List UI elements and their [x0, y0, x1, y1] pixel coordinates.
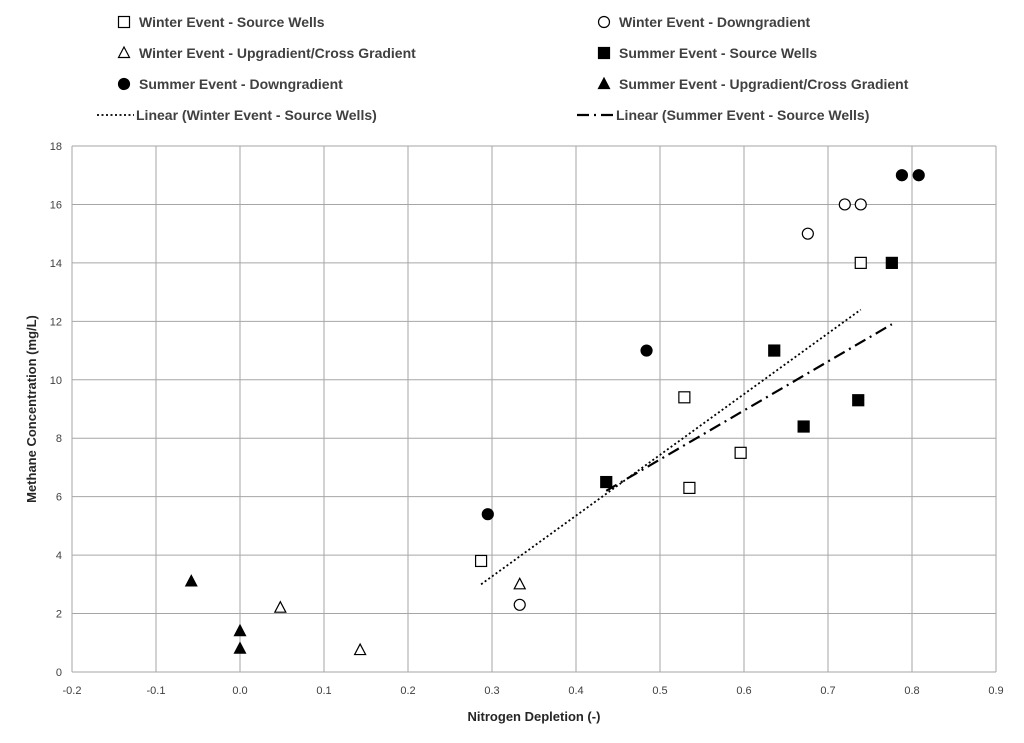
legend-marker — [117, 45, 131, 59]
data-point-series-3 — [353, 642, 367, 656]
legend-label: Winter Event - Source Wells — [139, 14, 325, 30]
trendlines — [480, 308, 893, 586]
y-tick-label: 0 — [56, 667, 62, 679]
data-point-series-2 — [801, 227, 814, 240]
x-tick-labels: -0.2 -0.1 0.0 0.1 0.2 0.3 0.4 0.5 0.6 0.7 0.8 0.9 — [63, 685, 1004, 697]
x-tick-label: 0.7 — [820, 685, 835, 697]
data-point-series-3 — [513, 577, 527, 590]
legend-label: Winter Event - Upgradient/Cross Gradient — [139, 45, 416, 61]
data-point-series-1 — [734, 446, 747, 459]
data-point-series-6 — [184, 574, 198, 587]
data-point-series-4 — [852, 394, 865, 407]
y-tick-label: 16 — [50, 199, 62, 211]
data-point-series-4 — [768, 344, 781, 357]
x-tick-label: 0.2 — [400, 685, 415, 697]
trendline-2 — [605, 323, 893, 492]
data-point-series-1 — [854, 256, 867, 269]
legend-marker — [117, 77, 131, 91]
y-axis-title: Methane Concentration (mg/L) — [24, 315, 39, 503]
legend-label: Summer Event - Source Wells — [619, 45, 817, 61]
y-tick-labels: 0 2 4 6 8 10 12 14 16 18 — [50, 141, 62, 679]
data-point-series-5 — [481, 508, 494, 521]
x-tick-label: 0.5 — [652, 685, 667, 697]
data-point-series-4 — [885, 256, 898, 269]
y-tick-label: 10 — [50, 375, 62, 387]
legend-label: Winter Event - Downgradient — [619, 14, 811, 30]
x-tick-label: 0.1 — [316, 685, 331, 697]
legend-label: Linear (Winter Event - Source Wells) — [136, 107, 377, 123]
data-point-series-4 — [797, 420, 810, 433]
y-tick-label: 6 — [56, 492, 62, 504]
y-tick-label: 4 — [56, 550, 62, 562]
grid — [71, 145, 997, 673]
x-tick-label: 0.6 — [736, 685, 751, 697]
legend-label: Summer Event - Upgradient/Cross Gradient — [619, 76, 909, 92]
y-tick-label: 12 — [50, 316, 62, 328]
legend-label: Linear (Summer Event - Source Wells) — [616, 107, 869, 123]
x-tick-label: 0.8 — [904, 685, 919, 697]
data-points — [184, 169, 925, 656]
legend-marker — [597, 15, 611, 29]
x-tick-label: 0.3 — [484, 685, 499, 697]
data-point-series-6 — [233, 641, 247, 654]
legend-marker — [117, 15, 131, 29]
data-point-series-1 — [678, 391, 691, 404]
y-tick-label: 2 — [56, 609, 62, 621]
data-point-series-5 — [895, 169, 909, 182]
legend: Winter Event - Source Wells Winter Event … — [97, 14, 909, 123]
y-tick-label: 14 — [50, 258, 62, 270]
data-point-series-1 — [683, 481, 696, 494]
x-tick-label: 0.4 — [568, 685, 583, 697]
trendline-1 — [480, 308, 862, 586]
data-point-series-4 — [600, 475, 613, 489]
data-point-series-2 — [513, 598, 526, 611]
data-point-series-6 — [233, 623, 247, 637]
data-point-series-5 — [640, 344, 653, 357]
legend-marker — [597, 46, 611, 60]
x-axis-title: Nitrogen Depletion (-) — [468, 709, 601, 724]
data-point-series-3 — [273, 600, 287, 613]
y-tick-label: 8 — [56, 433, 62, 445]
x-tick-label: 0.0 — [232, 685, 247, 697]
y-tick-label: 18 — [50, 141, 62, 153]
legend-marker — [597, 76, 611, 90]
x-tick-label: -0.2 — [63, 685, 82, 697]
data-point-series-1 — [474, 554, 488, 568]
data-point-series-5 — [912, 169, 925, 182]
x-tick-label: 0.9 — [988, 685, 1003, 697]
data-point-series-2 — [854, 198, 867, 211]
data-point-series-2 — [838, 198, 851, 211]
x-tick-label: -0.1 — [147, 685, 166, 697]
legend-label: Summer Event - Downgradient — [139, 76, 343, 92]
